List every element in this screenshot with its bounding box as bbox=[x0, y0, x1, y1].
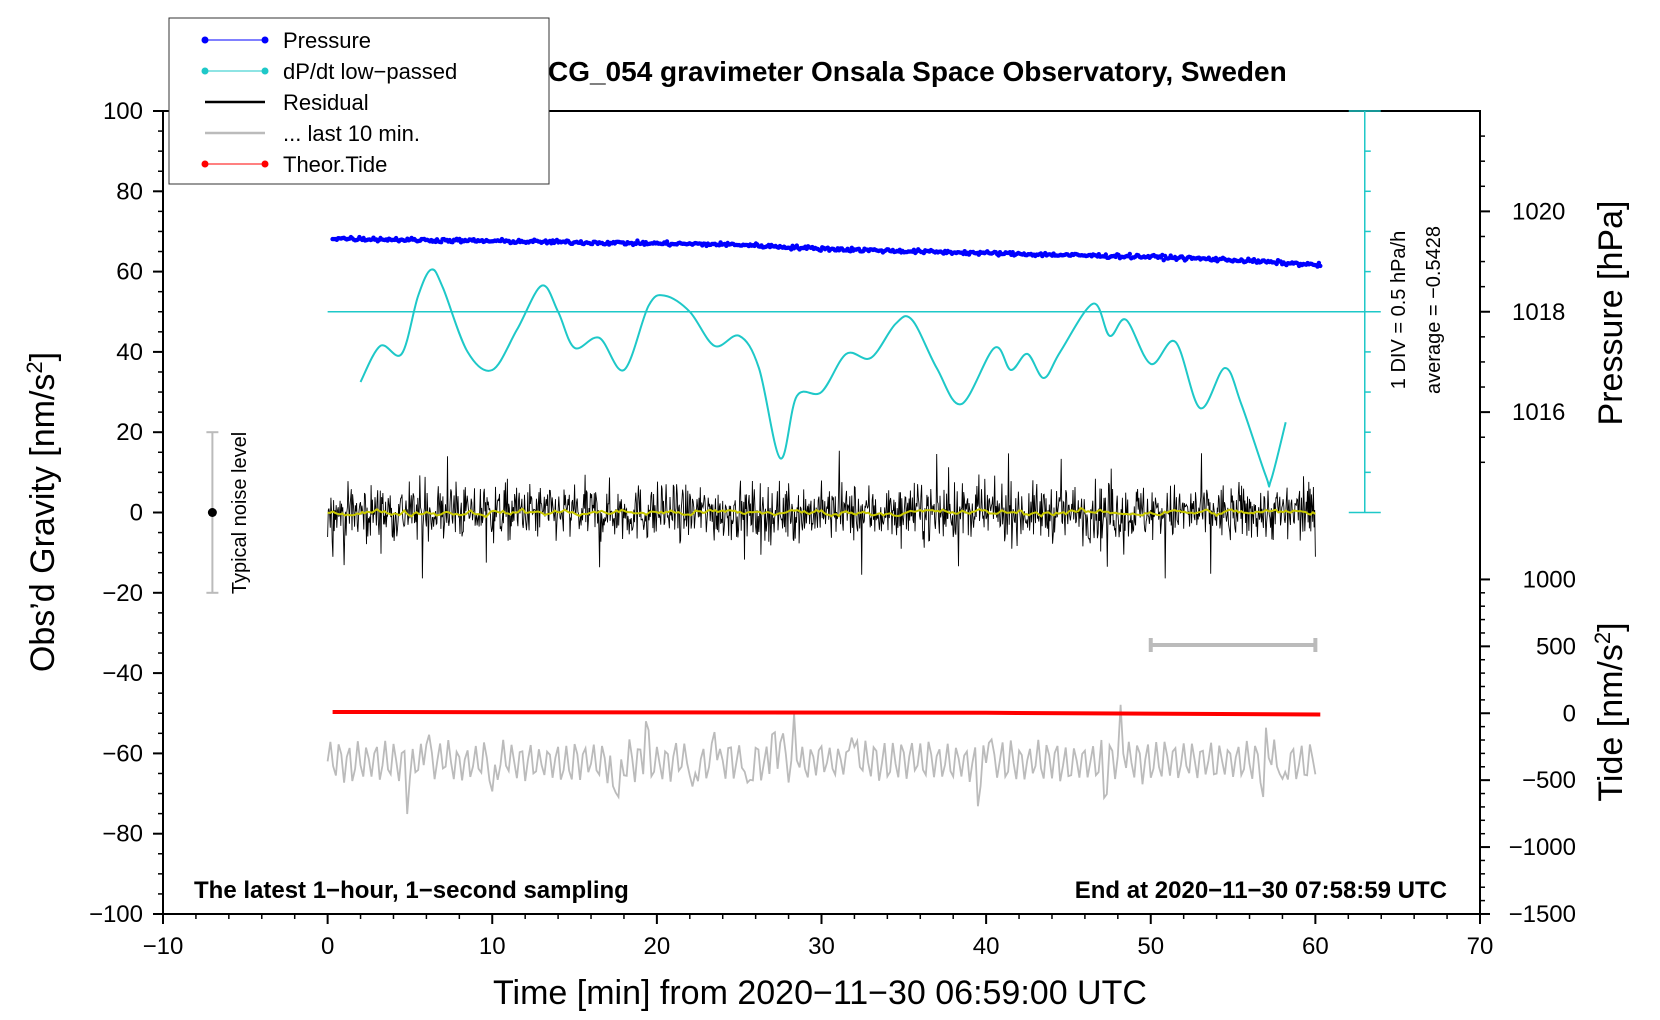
chart-title: SCG_054 gravimeter Onsala Space Observat… bbox=[529, 56, 1286, 87]
pressure-tick-label: 1016 bbox=[1512, 399, 1565, 426]
x-tick-label: −10 bbox=[143, 933, 184, 960]
x-axis-title: Time [min] from 2020−11−30 06:59:00 UTC bbox=[493, 974, 1147, 1012]
pressure-point bbox=[1103, 252, 1109, 257]
theoretical-tide-series bbox=[332, 710, 1321, 717]
y-tick-label: −20 bbox=[102, 580, 143, 607]
legend-marker bbox=[201, 36, 209, 44]
x-tick-label: 0 bbox=[321, 933, 334, 960]
dpdt-scale-label: 1 DIV = 0.5 hPa/h bbox=[1388, 231, 1410, 389]
y-tick-label: −80 bbox=[102, 821, 143, 848]
y-axis-title: Obs’d Gravity [nm/s2] bbox=[22, 352, 63, 672]
y-tick-label: 0 bbox=[130, 500, 143, 527]
tide-tick-label: 500 bbox=[1536, 633, 1576, 660]
residual-line bbox=[327, 450, 1316, 579]
legend-label: ... last 10 min. bbox=[283, 121, 420, 146]
y-tick-label: 20 bbox=[116, 419, 143, 446]
legend-label: Theor.Tide bbox=[283, 152, 387, 177]
legend-marker bbox=[261, 67, 269, 75]
tide-tick-label: 0 bbox=[1563, 700, 1576, 727]
tide-tick-label: −500 bbox=[1522, 767, 1576, 794]
pressure-point bbox=[664, 239, 670, 244]
pressure-point bbox=[818, 248, 823, 253]
y-tick-label: 60 bbox=[116, 259, 143, 286]
legend-marker bbox=[201, 160, 209, 168]
dpdt-average-label: average = −0.5428 bbox=[1423, 226, 1445, 394]
pressure-tick-label: 1018 bbox=[1512, 299, 1565, 326]
theoretical-tide-line bbox=[332, 710, 1321, 717]
x-tick-label: 30 bbox=[808, 933, 835, 960]
last-10min-bar bbox=[1148, 637, 1318, 652]
legend-marker bbox=[261, 160, 269, 168]
end-time-note: End at 2020−11−30 07:58:59 UTC bbox=[1075, 877, 1447, 904]
noise-bar-center-dot bbox=[207, 508, 217, 517]
legend-marker bbox=[201, 67, 209, 75]
tide-axis-ticks: 1000 500 0 −500 −1000 −1500 bbox=[1480, 566, 1576, 928]
y-tick-label: −60 bbox=[102, 740, 143, 767]
noise-level-bar bbox=[206, 431, 219, 594]
x-tick-label: 60 bbox=[1302, 933, 1329, 960]
x-tick-label: 50 bbox=[1137, 933, 1164, 960]
legend-label: dP/dt low−passed bbox=[283, 59, 457, 84]
y-tick-label: −40 bbox=[102, 660, 143, 687]
noise-level-label: Typical noise level bbox=[229, 432, 251, 594]
y-tick-label: 80 bbox=[116, 178, 143, 205]
x-tick-label: 70 bbox=[1467, 933, 1494, 960]
pressure-axis-title: Pressure [hPa] bbox=[1592, 201, 1630, 426]
x-tick-label: 20 bbox=[644, 933, 671, 960]
tide-tick-label: −1000 bbox=[1509, 834, 1576, 861]
x-axis-ticks: −10 0 10 20 30 40 50 60 70 bbox=[143, 914, 1494, 960]
pressure-point bbox=[1318, 263, 1323, 269]
sampling-note: The latest 1−hour, 1−second sampling bbox=[194, 877, 629, 904]
pressure-axis-ticks: 1020 1018 1016 bbox=[1480, 135, 1565, 464]
legend-label: Pressure bbox=[283, 28, 371, 53]
y-tick-label: 100 bbox=[103, 98, 143, 125]
y-axis-ticks: 100 80 60 40 20 0 −20 −40 −60 −80 −100 bbox=[89, 98, 163, 928]
y-tick-label: 40 bbox=[116, 339, 143, 366]
residual-series bbox=[327, 450, 1316, 579]
tide-tick-label: −1500 bbox=[1509, 901, 1576, 928]
legend: Pressure dP/dt low−passed Residual ... last… bbox=[168, 17, 550, 185]
x-tick-label: 40 bbox=[973, 933, 1000, 960]
dpdt-series bbox=[359, 268, 1287, 488]
dpdt-line bbox=[359, 268, 1287, 488]
residual-lowpass-series bbox=[327, 506, 1316, 519]
y-tick-label: −100 bbox=[89, 901, 143, 928]
pressure-series bbox=[330, 234, 1323, 269]
last-10min-line bbox=[326, 704, 1317, 815]
residual-lowpass-line bbox=[327, 506, 1316, 519]
last-10min-series bbox=[326, 704, 1317, 815]
tide-tick-label: 1000 bbox=[1523, 566, 1576, 593]
x-tick-label: 10 bbox=[479, 933, 506, 960]
dpdt-scale-axis bbox=[327, 110, 1381, 514]
legend-label: Residual bbox=[283, 90, 369, 115]
pressure-point bbox=[1127, 251, 1133, 257]
tide-axis-title: Tide [nm/s2] bbox=[1590, 622, 1631, 801]
pressure-tick-label: 1020 bbox=[1512, 198, 1565, 225]
legend-marker bbox=[261, 36, 269, 44]
